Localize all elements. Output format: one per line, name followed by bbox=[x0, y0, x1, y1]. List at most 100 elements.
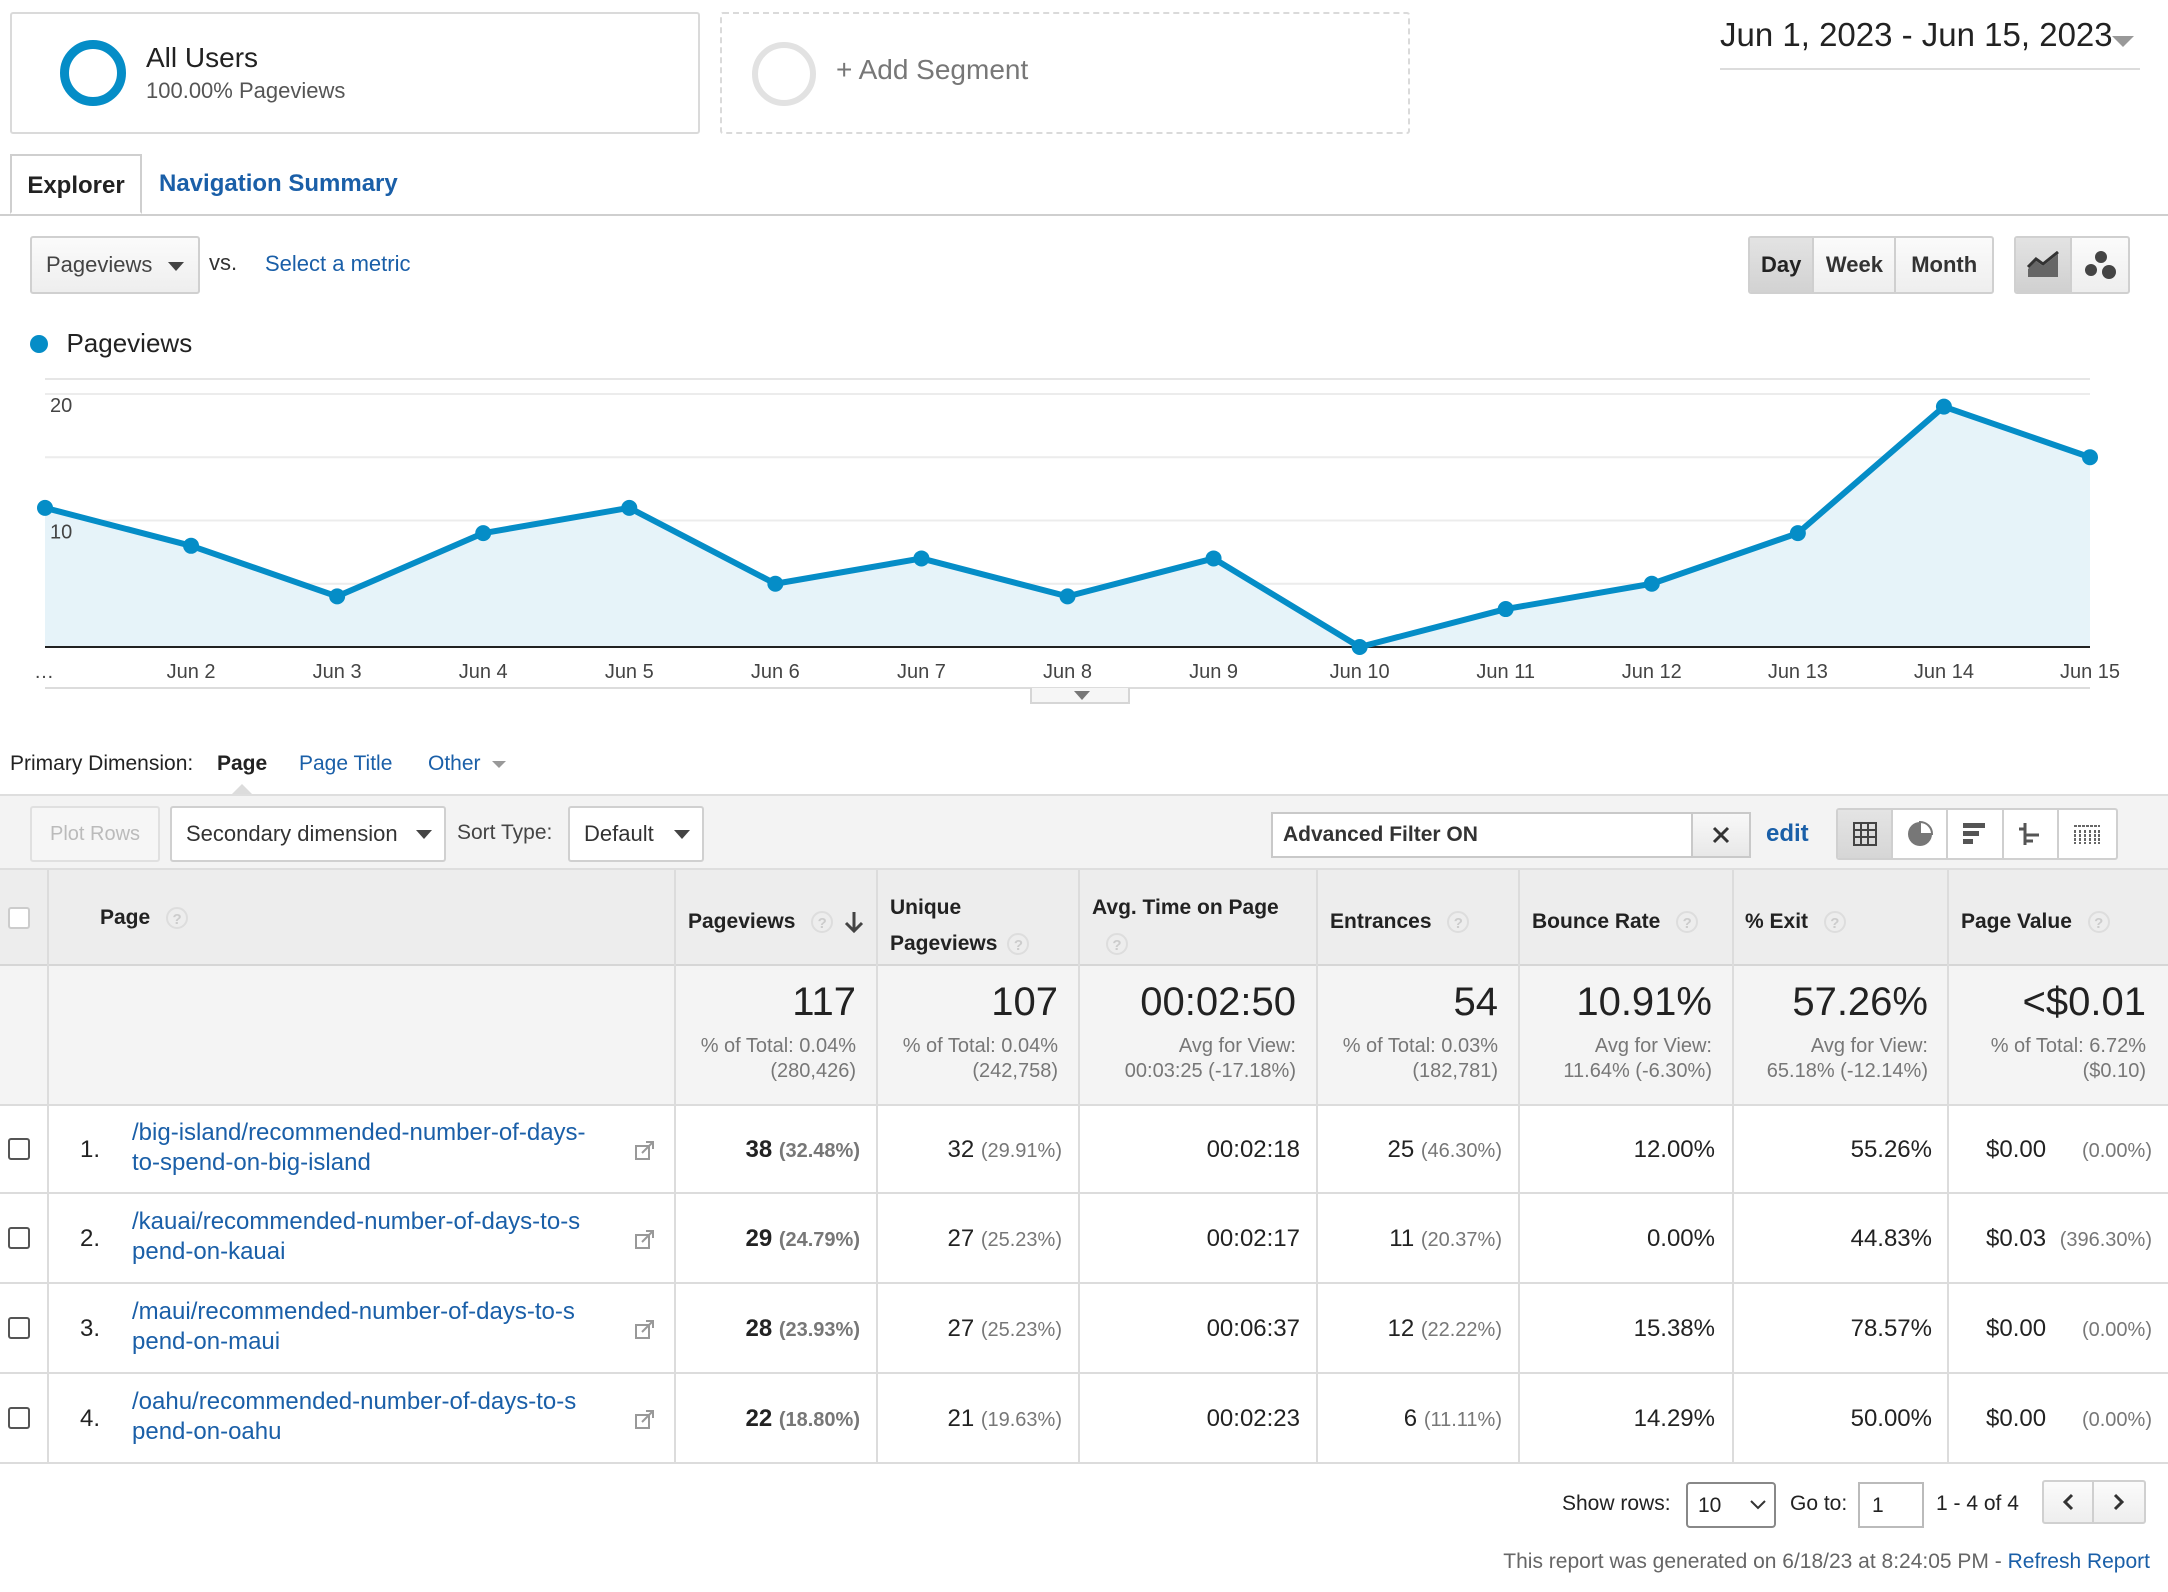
advanced-filter-box[interactable]: Advanced Filter ON bbox=[1271, 812, 1751, 858]
page-link[interactable]: /big-island/recommended-number-of-days-t… bbox=[132, 1119, 586, 1176]
motion-chart-button[interactable] bbox=[2072, 238, 2128, 292]
col-header-page[interactable]: Page ? bbox=[100, 906, 189, 930]
bubble-chart-icon bbox=[2085, 251, 2117, 279]
exit-cell: 44.83% bbox=[1850, 1225, 1932, 1252]
data-table-view-button[interactable] bbox=[1838, 810, 1894, 858]
col-header-page-value[interactable]: Page Value ? bbox=[1961, 910, 2110, 934]
show-rows-select[interactable]: 10 bbox=[1686, 1482, 1776, 1528]
table-row: 2. /kauai/recommended-number-of-days-to-… bbox=[0, 1194, 2168, 1284]
help-icon[interactable]: ? bbox=[1007, 933, 1030, 956]
open-external-icon[interactable] bbox=[635, 1229, 655, 1249]
dimension-option-other[interactable]: Other bbox=[428, 752, 507, 776]
dimension-option-page-title[interactable]: Page Title bbox=[299, 752, 393, 775]
page-link[interactable]: /oahu/recommended-number-of-days-to-s pen… bbox=[132, 1388, 577, 1445]
page-link[interactable]: /maui/recommended-number-of-days-to-s pen… bbox=[132, 1298, 575, 1355]
row-number: 3. bbox=[80, 1315, 101, 1342]
page-value-pct: (0.00%) bbox=[2081, 1319, 2152, 1341]
chevron-down-icon bbox=[416, 830, 432, 839]
line-chart-button[interactable] bbox=[2016, 238, 2073, 292]
col-header-pageviews-label: Pageviews bbox=[688, 910, 796, 933]
clear-filter-button[interactable] bbox=[1691, 814, 1749, 856]
x-tick-label: Jun 15 bbox=[2060, 661, 2120, 683]
row-checkbox[interactable] bbox=[8, 1227, 30, 1249]
x-tick-label: Jun 6 bbox=[751, 661, 800, 683]
page-value-cell: $0.00 bbox=[1986, 1315, 2047, 1342]
col-header-unique-line2: Pageviews bbox=[890, 932, 998, 955]
date-range-text: Jun 1, 2023 - Jun 15, 2023 bbox=[1720, 16, 2113, 53]
open-external-icon[interactable] bbox=[635, 1409, 655, 1429]
help-icon[interactable]: ? bbox=[811, 911, 834, 934]
bar-chart-icon bbox=[1963, 823, 1986, 844]
period-week-button[interactable]: Week bbox=[1814, 238, 1897, 292]
sort-type-dropdown[interactable]: Default bbox=[568, 806, 704, 862]
page-value-pct: (0.00%) bbox=[2081, 1409, 2152, 1431]
summary-exit: 57.26% bbox=[1792, 980, 1928, 1024]
period-day-button[interactable]: Day bbox=[1750, 238, 1815, 292]
dimension-option-page[interactable]: Page bbox=[217, 752, 268, 775]
grid-icon bbox=[1852, 822, 1877, 846]
entrances-cell: 11 (20.37%) bbox=[1389, 1225, 1502, 1252]
chart-type-group bbox=[2014, 236, 2130, 294]
col-header-unique-pageviews[interactable]: Unique Pageviews? bbox=[890, 890, 1030, 962]
tab-navigation-summary[interactable]: Navigation Summary bbox=[159, 170, 398, 197]
page-value-cell: $0.00 bbox=[1986, 1405, 2047, 1432]
unique-pageviews-cell: 27 (25.23%) bbox=[947, 1315, 1062, 1342]
pageviews-cell: 28 (23.93%) bbox=[745, 1315, 860, 1342]
table-row: 4. /oahu/recommended-number-of-days-to-s… bbox=[0, 1374, 2168, 1464]
secondary-dimension-dropdown[interactable]: Secondary dimension bbox=[170, 806, 446, 862]
select-all-checkbox[interactable] bbox=[8, 907, 30, 929]
page-link[interactable]: /kauai/recommended-number-of-days-to-s pe… bbox=[132, 1208, 581, 1265]
goto-input[interactable]: 1 bbox=[1858, 1482, 1924, 1528]
performance-view-button[interactable] bbox=[1948, 810, 2004, 858]
summary-unique-pageviews: 107 bbox=[991, 980, 1058, 1024]
select-metric-link[interactable]: Select a metric bbox=[265, 251, 411, 276]
chart-legend: Pageviews bbox=[30, 328, 192, 358]
next-page-button[interactable] bbox=[2094, 1482, 2144, 1522]
x-tick-label: Jun 9 bbox=[1189, 661, 1238, 683]
tab-explorer[interactable]: Explorer bbox=[10, 154, 142, 214]
col-header-exit[interactable]: % Exit ? bbox=[1745, 910, 1846, 934]
pivot-view-button[interactable] bbox=[2059, 810, 2116, 858]
help-icon[interactable]: ? bbox=[2087, 911, 2110, 934]
x-tick-label: Jun 12 bbox=[1622, 661, 1682, 683]
plot-rows-button[interactable]: Plot Rows bbox=[30, 806, 160, 862]
segment-all-users[interactable]: All Users 100.00% Pageviews bbox=[10, 12, 700, 134]
col-header-pageviews[interactable]: Pageviews ? bbox=[688, 910, 865, 934]
chevron-down-icon bbox=[2112, 36, 2134, 47]
table-summary-row bbox=[0, 966, 2168, 1106]
x-tick-label: Jun 13 bbox=[1768, 661, 1828, 683]
summary-avg-time: 00:02:50 bbox=[1140, 980, 1296, 1024]
period-month-button[interactable]: Month bbox=[1911, 252, 1978, 277]
x-tick-label: … bbox=[34, 661, 54, 683]
row-checkbox[interactable] bbox=[8, 1138, 30, 1160]
col-header-bounce-rate[interactable]: Bounce Rate ? bbox=[1532, 910, 1699, 934]
help-icon[interactable]: ? bbox=[166, 907, 189, 930]
pie-view-button[interactable] bbox=[1893, 810, 1949, 858]
help-icon[interactable]: ? bbox=[1106, 933, 1128, 956]
col-header-page-label: Page bbox=[100, 906, 151, 929]
data-point bbox=[1935, 398, 1952, 415]
x-tick-label: Jun 11 bbox=[1476, 661, 1535, 683]
refresh-report-link[interactable]: Refresh Report bbox=[2007, 1550, 2150, 1573]
col-header-avg-time[interactable]: Avg. Time on Page ? bbox=[1092, 890, 1279, 962]
help-icon[interactable]: ? bbox=[1447, 911, 1470, 934]
help-icon[interactable]: ? bbox=[1823, 911, 1846, 934]
help-icon[interactable]: ? bbox=[1676, 911, 1699, 934]
add-segment-button[interactable]: + Add Segment bbox=[720, 12, 1410, 134]
open-external-icon[interactable] bbox=[635, 1140, 655, 1160]
col-header-entrances[interactable]: Entrances ? bbox=[1330, 910, 1470, 934]
data-table: Page ? Pageviews ? Unique Pageviews? Avg… bbox=[0, 870, 2168, 1464]
open-external-icon[interactable] bbox=[635, 1319, 655, 1339]
date-range-selector[interactable]: Jun 1, 2023 - Jun 15, 2023 bbox=[1720, 14, 2140, 70]
summary-page-value: <$0.01 bbox=[2022, 980, 2146, 1024]
add-segment-label: + Add Segment bbox=[836, 54, 1029, 85]
view-type-group bbox=[1836, 808, 2118, 860]
metric-dropdown[interactable]: Pageviews bbox=[30, 236, 200, 294]
edit-filter-link[interactable]: edit bbox=[1766, 820, 1809, 847]
comparison-view-button[interactable] bbox=[2004, 810, 2059, 858]
row-checkbox[interactable] bbox=[8, 1317, 30, 1339]
row-checkbox[interactable] bbox=[8, 1407, 30, 1429]
chart-resize-handle[interactable] bbox=[1030, 688, 1130, 704]
close-icon bbox=[1712, 826, 1730, 844]
prev-page-button[interactable] bbox=[2044, 1482, 2095, 1522]
